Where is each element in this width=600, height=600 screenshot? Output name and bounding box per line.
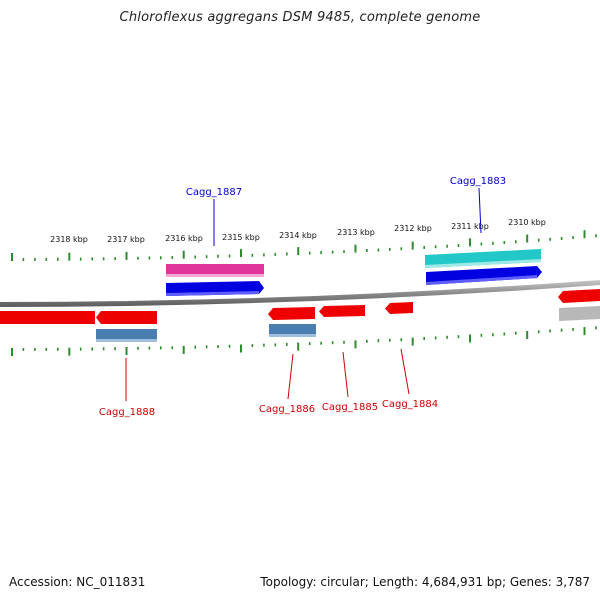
gene-cagg-1883-shade bbox=[426, 275, 537, 285]
gene-unlabeled-left[interactable] bbox=[0, 311, 95, 324]
kbp-label: 2312 kbp bbox=[394, 224, 432, 233]
kbp-label: 2316 kbp bbox=[165, 234, 203, 243]
gene-label-cagg-1887[interactable]: Cagg_1887 bbox=[186, 187, 242, 198]
tick-row-top bbox=[11, 230, 597, 261]
pink-feature-bar-shade bbox=[166, 274, 264, 277]
steelblue-feature-bar-2[interactable] bbox=[269, 324, 316, 337]
kbp-label: 2314 kbp bbox=[279, 231, 317, 240]
gene-cagg-1884[interactable] bbox=[385, 302, 413, 314]
gene-cagg-1885[interactable] bbox=[319, 305, 365, 317]
steelblue-feature-bar-2-shade bbox=[269, 334, 316, 337]
kbp-label: 2318 kbp bbox=[50, 235, 88, 244]
gene-label-cagg-1885[interactable]: Cagg_1885 bbox=[322, 402, 378, 413]
kbp-scale: 2318 kbp 2317 kbp 2316 kbp 2315 kbp 2314… bbox=[50, 218, 546, 244]
genome-backbone bbox=[0, 280, 600, 307]
accession-text: Accession: NC_011831 bbox=[9, 575, 146, 589]
kbp-label: 2315 kbp bbox=[222, 233, 260, 242]
gene-cagg-1888[interactable] bbox=[96, 311, 157, 324]
kbp-label: 2310 kbp bbox=[508, 218, 546, 227]
genome-title: Chloroflexus aggregans DSM 9485, complet… bbox=[119, 10, 481, 25]
gene-cagg-1886[interactable] bbox=[268, 307, 315, 320]
gene-unlabeled-right[interactable] bbox=[558, 289, 600, 303]
label-leaders bbox=[125, 187, 482, 401]
tick-row-bottom bbox=[11, 326, 597, 356]
gene-label-cagg-1883[interactable]: Cagg_1883 bbox=[450, 176, 506, 187]
steelblue-feature-bar-1-shade bbox=[96, 339, 157, 342]
gene-label-cagg-1888[interactable]: Cagg_1888 bbox=[99, 407, 155, 418]
cyan-feature-bar-shade bbox=[425, 259, 541, 268]
gene-label-cagg-1886[interactable]: Cagg_1886 bbox=[259, 404, 315, 415]
leader-cagg-1886 bbox=[287, 353, 294, 400]
gene-label-cagg-1884[interactable]: Cagg_1884 bbox=[382, 399, 438, 410]
kbp-label: 2313 kbp bbox=[337, 228, 375, 237]
leader-cagg-1883 bbox=[478, 187, 482, 234]
pink-feature-bar[interactable] bbox=[166, 264, 264, 277]
gray-feature-bar[interactable] bbox=[559, 306, 600, 321]
steelblue-feature-bar-1[interactable] bbox=[96, 329, 157, 342]
topology-text: Topology: circular; Length: 4,684,931 bp… bbox=[260, 575, 590, 589]
gene-cagg-1887-shade bbox=[166, 291, 259, 296]
leader-cagg-1885 bbox=[342, 351, 349, 398]
leader-cagg-1884 bbox=[400, 348, 410, 395]
kbp-label: 2317 kbp bbox=[107, 235, 145, 244]
kbp-label: 2311 kbp bbox=[451, 222, 489, 231]
